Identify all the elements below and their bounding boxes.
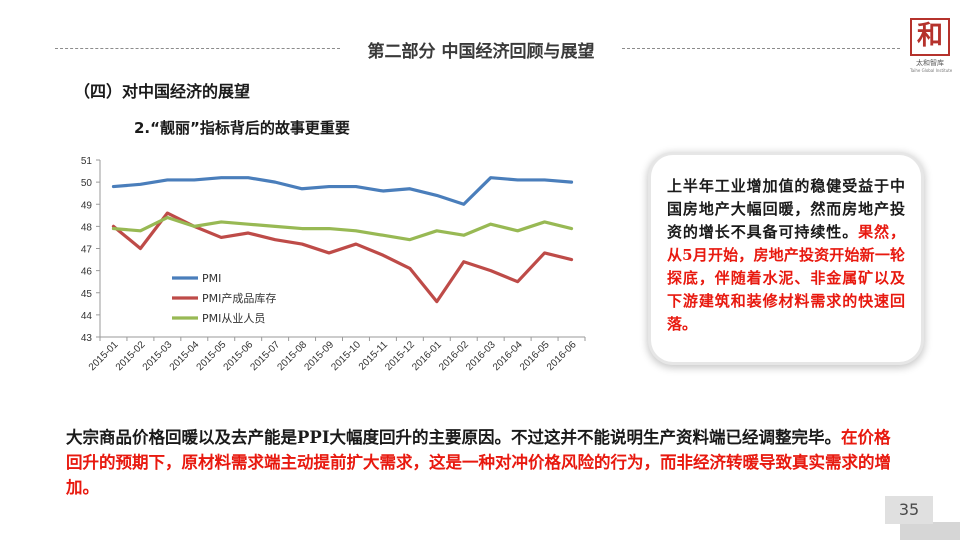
y-tick-label: 44 [81,311,93,322]
data-point-series-3 [220,220,223,224]
x-tick-label: 2016-06 [545,339,579,373]
data-point-series-1 [435,194,439,197]
data-point-series-3 [327,227,331,230]
data-point-series-2 [489,269,492,272]
data-point-series-3 [166,216,169,219]
data-point-series-3 [273,225,277,228]
data-point-series-3 [462,234,465,237]
data-point-series-1 [489,176,492,179]
data-point-series-1 [408,187,412,190]
page-number: 35 [885,496,933,524]
logo-english-name: Taihe Global Institute [910,68,953,73]
data-point-series-1 [516,178,519,182]
data-point-series-1 [462,203,465,206]
page-corner-decoration [900,522,960,540]
data-point-series-2 [354,242,358,246]
data-point-series-1 [381,189,385,193]
data-point-series-2 [516,280,519,283]
data-point-series-1 [543,178,546,182]
data-point-series-3 [354,229,358,232]
data-point-series-3 [435,229,439,232]
data-point-series-2 [543,251,546,255]
logo-mark: 和 [910,18,950,56]
data-point-series-1 [193,178,196,182]
series-line-3 [111,215,574,242]
data-point-series-2 [327,251,331,255]
data-point-series-2 [381,253,385,257]
data-point-series-2 [300,242,304,246]
data-point-series-3 [489,222,492,226]
data-point-series-1 [246,176,250,179]
data-point-series-2 [435,300,439,303]
bottom-paragraph: 大宗商品价格回暖以及去产能是PPI大幅度回升的主要原因。不过这并不能说明生产资料… [66,425,896,500]
data-point-series-3 [139,229,142,232]
series-line-1 [111,176,574,206]
data-point-series-1 [112,185,115,188]
bottom-text: 大宗商品价格回暖以及去产能是PPI大幅度回升的主要原因。不过这并不能说明生产资料… [66,428,842,447]
data-point-series-3 [193,225,196,228]
x-tick-label: 2015-10 [329,339,363,373]
data-point-series-3 [300,227,304,230]
data-point-series-1 [166,178,169,182]
data-point-series-1 [300,187,304,190]
y-tick-label: 47 [81,245,93,256]
y-tick-label: 45 [81,289,93,300]
data-point-series-3 [516,229,519,232]
callout-box: 上半年工业增加值的稳健受益于中国房地产大幅回暖，然而房地产投资的增长不具备可持续… [651,155,921,362]
data-point-series-2 [273,238,277,241]
section-title: 第二部分 中国经济回顾与展望 [367,42,595,62]
y-tick-label: 46 [81,267,93,278]
y-tick-label: 50 [81,178,93,189]
data-point-series-2 [220,236,223,239]
data-point-series-1 [327,185,331,188]
data-point-series-1 [273,180,277,184]
data-point-series-2 [139,247,142,250]
data-point-series-2 [246,231,250,235]
pmi-line-chart: 4344454647484950512015-012015-022015-032… [81,156,586,373]
data-point-series-2 [408,267,412,270]
data-point-series-3 [381,234,385,237]
logo-name: 太和智库 [916,59,944,67]
callout-highlight: 果然，从5月开始，房地产投资开始新一轮探底，伴随着水泥、非金属矿以及下游建筑和装… [667,223,905,333]
data-point-series-3 [543,220,546,224]
data-point-series-3 [570,227,573,230]
data-point-series-1 [139,183,142,186]
subheading: （四）对中国经济的展望 [74,82,251,101]
y-tick-label: 48 [81,222,93,233]
data-point-series-3 [246,222,250,226]
data-point-series-2 [462,260,465,263]
legend-label-1: PMI [202,272,221,285]
chart-heading: 2.“靓丽”指标背后的故事更重要 [134,119,350,137]
logo: 和 太和智库 Taihe Global Institute [910,18,952,73]
callout-text: 上半年工业增加值的稳健受益于中国房地产大幅回暖，然而房地产投资的增长不具备可持续… [667,177,905,241]
bottom-highlight: 在价格回升的预期下，原材料需求端主动提前扩大需求，这是一种对冲价格风险的行为，而… [66,428,891,497]
header-rule-right [622,48,900,49]
data-point-series-1 [354,185,358,188]
header-rule-left [55,48,340,49]
data-point-series-3 [408,238,412,241]
y-tick-label: 49 [81,200,93,211]
data-point-series-1 [220,176,223,179]
data-point-series-2 [166,211,169,215]
data-point-series-2 [570,258,573,261]
legend-label-2: PMI产成品库存 [202,291,276,305]
data-point-series-1 [570,180,573,184]
data-point-series-2 [112,225,115,228]
data-point-series-3 [112,227,115,230]
legend-label-3: PMI从业人员 [202,312,265,325]
y-tick-label: 51 [81,156,93,167]
y-tick-label: 43 [81,333,93,344]
